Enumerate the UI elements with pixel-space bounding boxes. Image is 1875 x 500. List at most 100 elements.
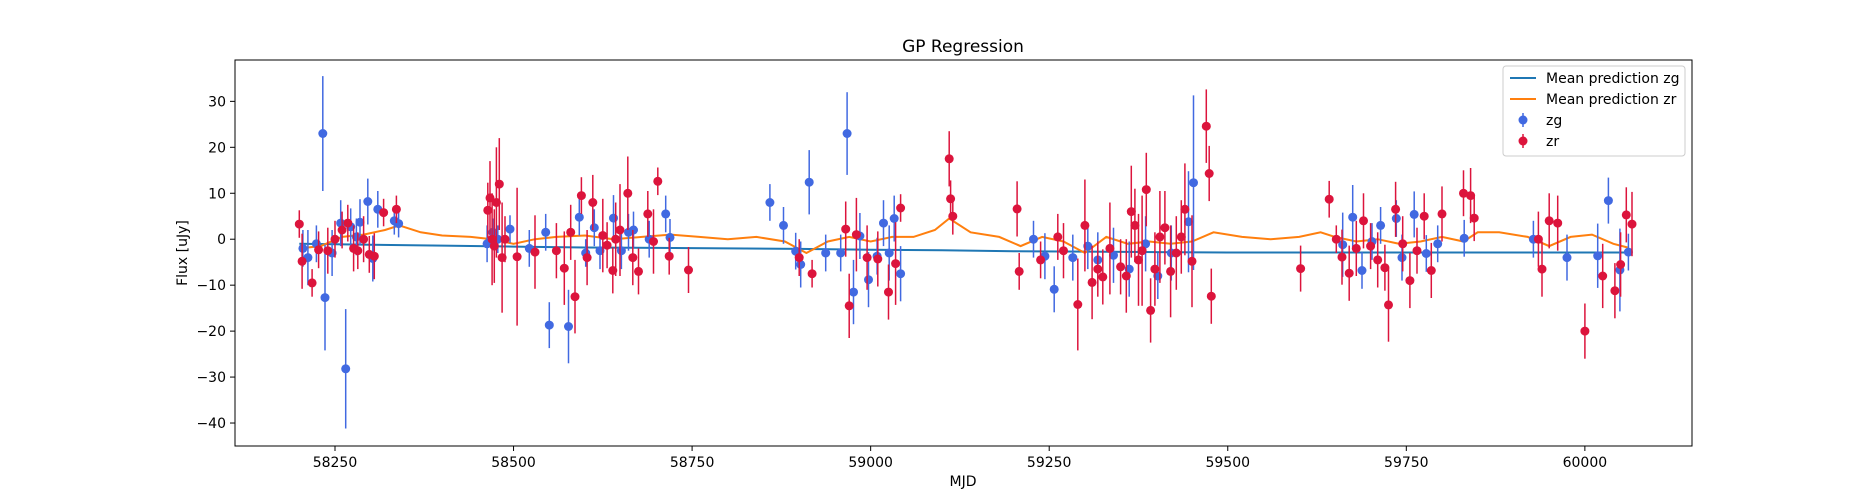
data-point-zr: [379, 208, 388, 217]
data-point-zr: [323, 246, 332, 255]
data-point-zr: [1622, 210, 1631, 219]
data-point-zr: [845, 301, 854, 310]
data-point-zg: [849, 288, 858, 297]
data-point-zr: [1420, 212, 1429, 221]
x-tick-label: 58750: [670, 455, 715, 471]
x-tick-label: 59000: [848, 455, 893, 471]
data-point-zr: [891, 259, 900, 268]
data-point-zg: [885, 249, 894, 258]
data-point-zr: [343, 219, 352, 228]
data-point-zg: [564, 322, 573, 331]
x-tick-label: 59500: [1205, 455, 1250, 471]
data-point-zr: [1013, 204, 1022, 213]
x-tick-label: 58250: [313, 455, 358, 471]
data-point-zr: [1345, 269, 1354, 278]
data-point-zr: [571, 292, 580, 301]
data-point-zr: [1160, 223, 1169, 232]
data-point-zg: [506, 225, 515, 234]
data-point-zr: [884, 288, 893, 297]
data-point-zg: [1050, 285, 1059, 294]
data-point-zr: [483, 206, 492, 215]
data-point-zr: [1545, 216, 1554, 225]
data-point-zg: [1348, 213, 1357, 222]
data-point-zg: [609, 214, 618, 223]
data-point-zr: [896, 204, 905, 213]
legend-marker-zg: [1519, 116, 1528, 125]
data-point-zr: [1166, 267, 1175, 276]
data-point-zr: [1470, 214, 1479, 223]
data-point-zr: [359, 235, 368, 244]
data-point-zg: [896, 269, 905, 278]
data-point-zr: [628, 253, 637, 262]
data-point-zr: [1180, 205, 1189, 214]
data-point-zg: [765, 198, 774, 207]
legend-label-zr: zr: [1546, 134, 1559, 150]
data-point-zr: [841, 225, 850, 234]
data-point-zr: [598, 231, 607, 240]
data-point-zr: [1296, 264, 1305, 273]
data-point-zr: [1015, 267, 1024, 276]
data-point-zr: [1427, 266, 1436, 275]
x-tick-label: 59250: [1027, 455, 1072, 471]
data-point-zr: [566, 228, 575, 237]
x-tick-label: 59750: [1384, 455, 1429, 471]
data-point-zr: [1116, 262, 1125, 271]
legend-label-zg-mean: Mean prediction zg: [1546, 71, 1680, 87]
data-point-zr: [298, 257, 307, 266]
data-point-zr: [1598, 272, 1607, 281]
data-point-zr: [314, 245, 323, 254]
data-point-zr: [1146, 306, 1155, 315]
data-point-zr: [1405, 276, 1414, 285]
data-point-zg: [394, 219, 403, 228]
legend: Mean prediction zg Mean prediction zr zg…: [1503, 66, 1685, 156]
data-point-zr: [1553, 219, 1562, 228]
y-tick-label: −10: [196, 278, 226, 294]
y-tick-label: 20: [208, 140, 226, 156]
data-point-zr: [338, 226, 347, 235]
y-axis-label: Flux [uJy]: [175, 220, 191, 286]
data-point-zg: [1433, 239, 1442, 248]
data-point-zr: [495, 180, 504, 189]
data-point-zr: [552, 246, 561, 255]
data-point-zr: [1093, 265, 1102, 274]
data-point-zr: [623, 189, 632, 198]
data-point-zg: [879, 219, 888, 228]
data-point-zr: [331, 235, 340, 244]
data-point-zr: [1205, 169, 1214, 178]
data-point-zr: [649, 237, 658, 246]
data-point-zg: [575, 213, 584, 222]
data-point-zr: [665, 252, 674, 261]
data-point-zr: [370, 252, 379, 261]
data-point-zg: [805, 178, 814, 187]
data-point-zg: [1563, 253, 1572, 262]
y-tick-label: 30: [208, 94, 226, 110]
legend-label-zr-mean: Mean prediction zr: [1546, 92, 1677, 108]
x-axis-label: MJD: [950, 474, 977, 490]
data-point-zr: [1202, 122, 1211, 131]
data-point-zr: [873, 255, 882, 264]
data-point-zr: [863, 253, 872, 262]
data-point-zr: [1122, 272, 1131, 281]
data-point-zr: [531, 248, 540, 257]
y-tick-label: −20: [196, 324, 226, 340]
data-point-zg: [1029, 235, 1038, 244]
data-point-zg: [779, 221, 788, 230]
data-point-zg: [1593, 251, 1602, 260]
data-point-zg: [1189, 178, 1198, 187]
data-point-zr: [1172, 249, 1181, 258]
data-point-zr: [1538, 265, 1547, 274]
data-point-zr: [945, 154, 954, 163]
data-point-zg: [1068, 253, 1077, 262]
data-point-zr: [852, 230, 861, 239]
y-tick-label: −40: [196, 416, 226, 432]
data-point-zr: [1438, 209, 1447, 218]
data-point-zr: [1105, 244, 1114, 253]
data-point-zg: [363, 197, 372, 206]
data-point-zr: [1207, 292, 1216, 301]
chart-title: GP Regression: [902, 37, 1024, 57]
data-point-zg: [1604, 196, 1613, 205]
data-point-zr: [634, 267, 643, 276]
data-point-zr: [513, 252, 522, 261]
data-point-zr: [353, 246, 362, 255]
data-point-zg: [318, 129, 327, 138]
